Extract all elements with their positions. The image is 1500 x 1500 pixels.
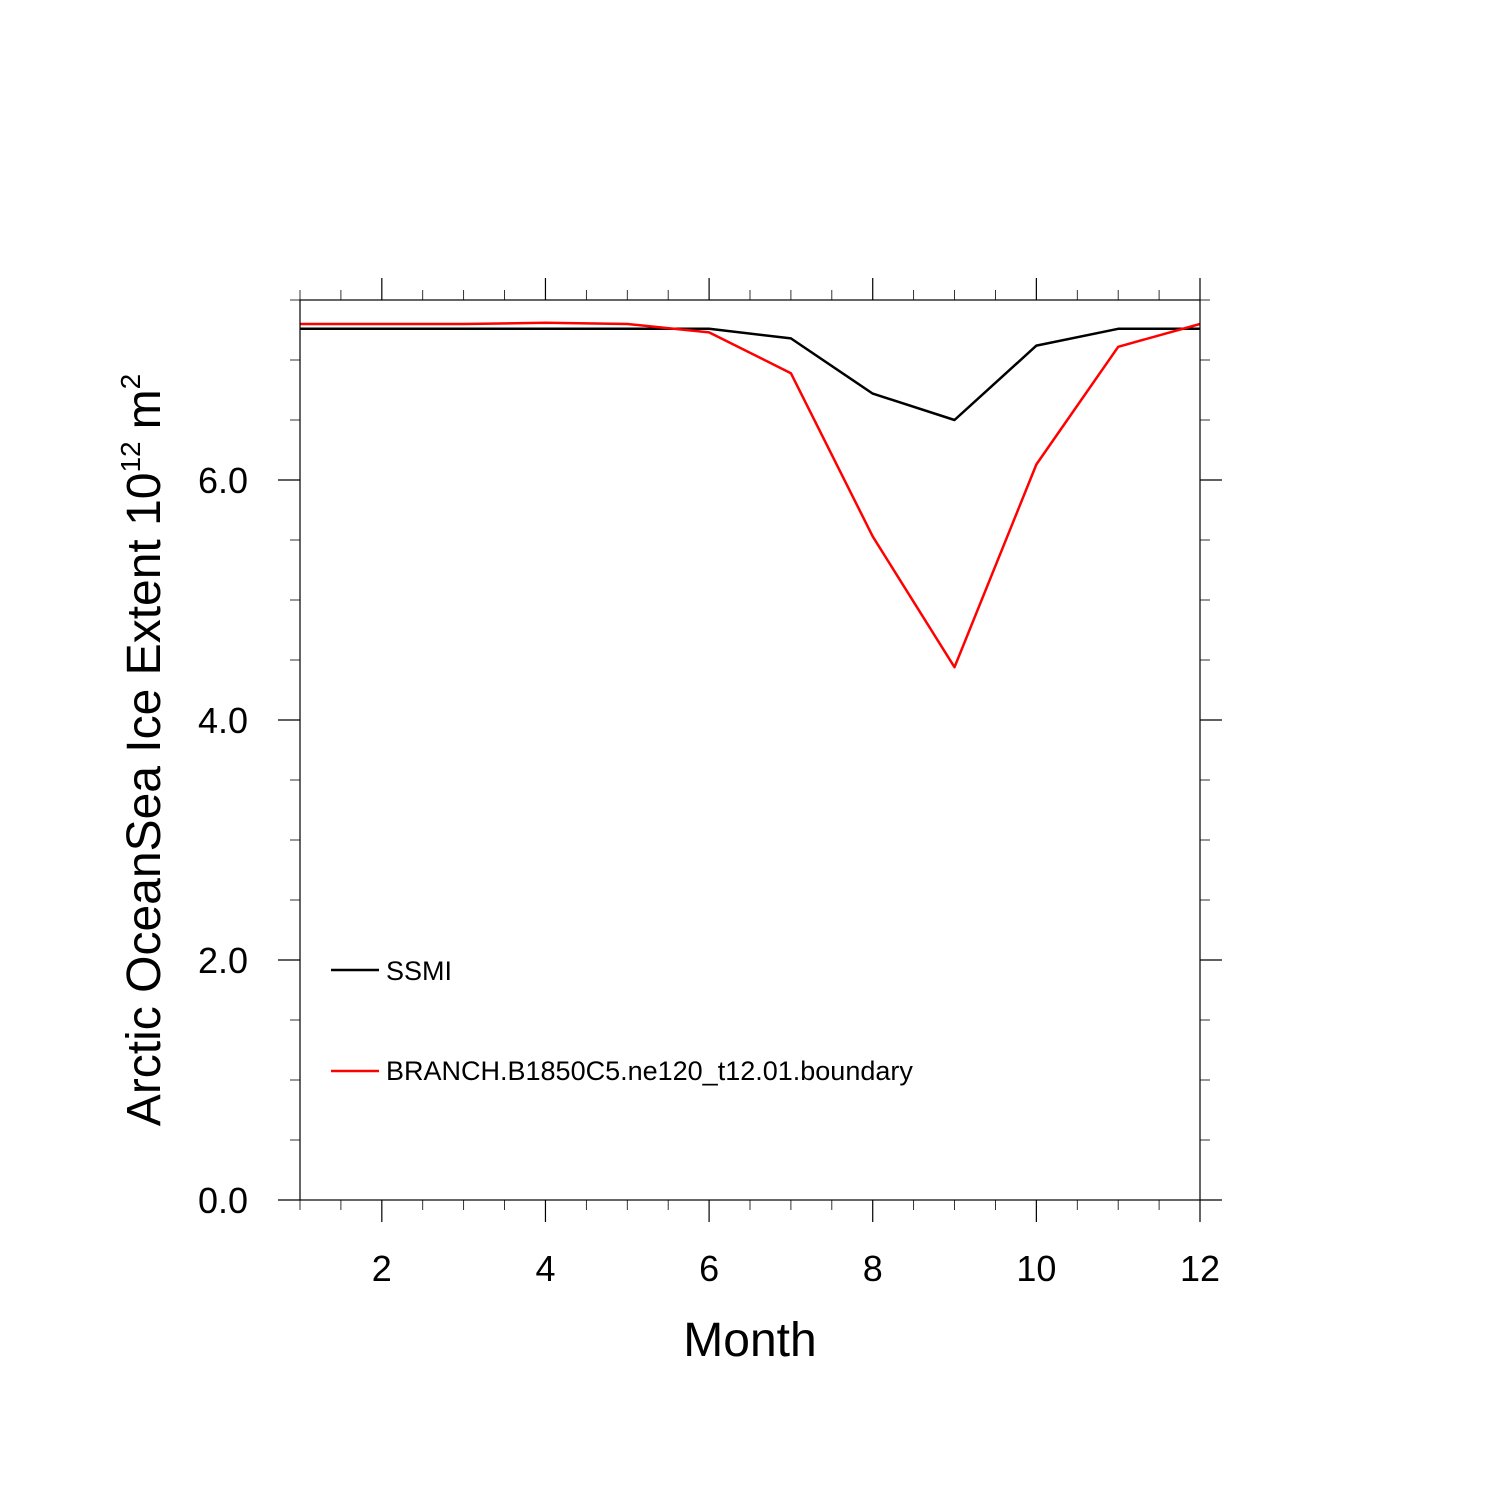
series-layer [300,321,1201,669]
x-tick-label: 10 [1016,1248,1056,1289]
legend: SSMI BRANCH.B1850C5.ne120_t12.01.boundar… [331,956,913,1086]
y-axis-title-unit-exponent: 2 [115,374,146,390]
x-tick-label: 4 [535,1248,555,1289]
x-axis-title: Month [683,1314,816,1367]
y-axis-title-main: Arctic OceanSea Ice Extent 10 [118,473,171,1127]
tick-labels: 2 4 6 8 10 12 0.0 2.0 4.0 6.0 [198,460,1220,1289]
y-axis-title: Arctic OceanSea Ice Extent 1012 m2 [115,374,171,1126]
y-tick-label: 2.0 [198,940,248,981]
plot-frame [299,299,1201,1201]
legend-label-ssmi: SSMI [386,956,452,986]
x-tick-label: 6 [699,1248,719,1289]
y-tick-label: 4.0 [198,700,248,741]
x-tick-label: 2 [372,1248,392,1289]
y-tick-label: 0.0 [198,1180,248,1221]
axis-ticks [278,278,1222,1222]
x-tick-label: 8 [863,1248,883,1289]
y-tick-label: 6.0 [198,460,248,501]
series-line-ssmi [300,327,1200,422]
legend-label-branch: BRANCH.B1850C5.ne120_t12.01.boundary [386,1056,913,1086]
y-axis-title-exponent: 12 [115,441,146,472]
series-line-branch [300,321,1201,669]
y-axis-title-unit: m [118,389,171,429]
x-tick-label: 12 [1180,1248,1220,1289]
